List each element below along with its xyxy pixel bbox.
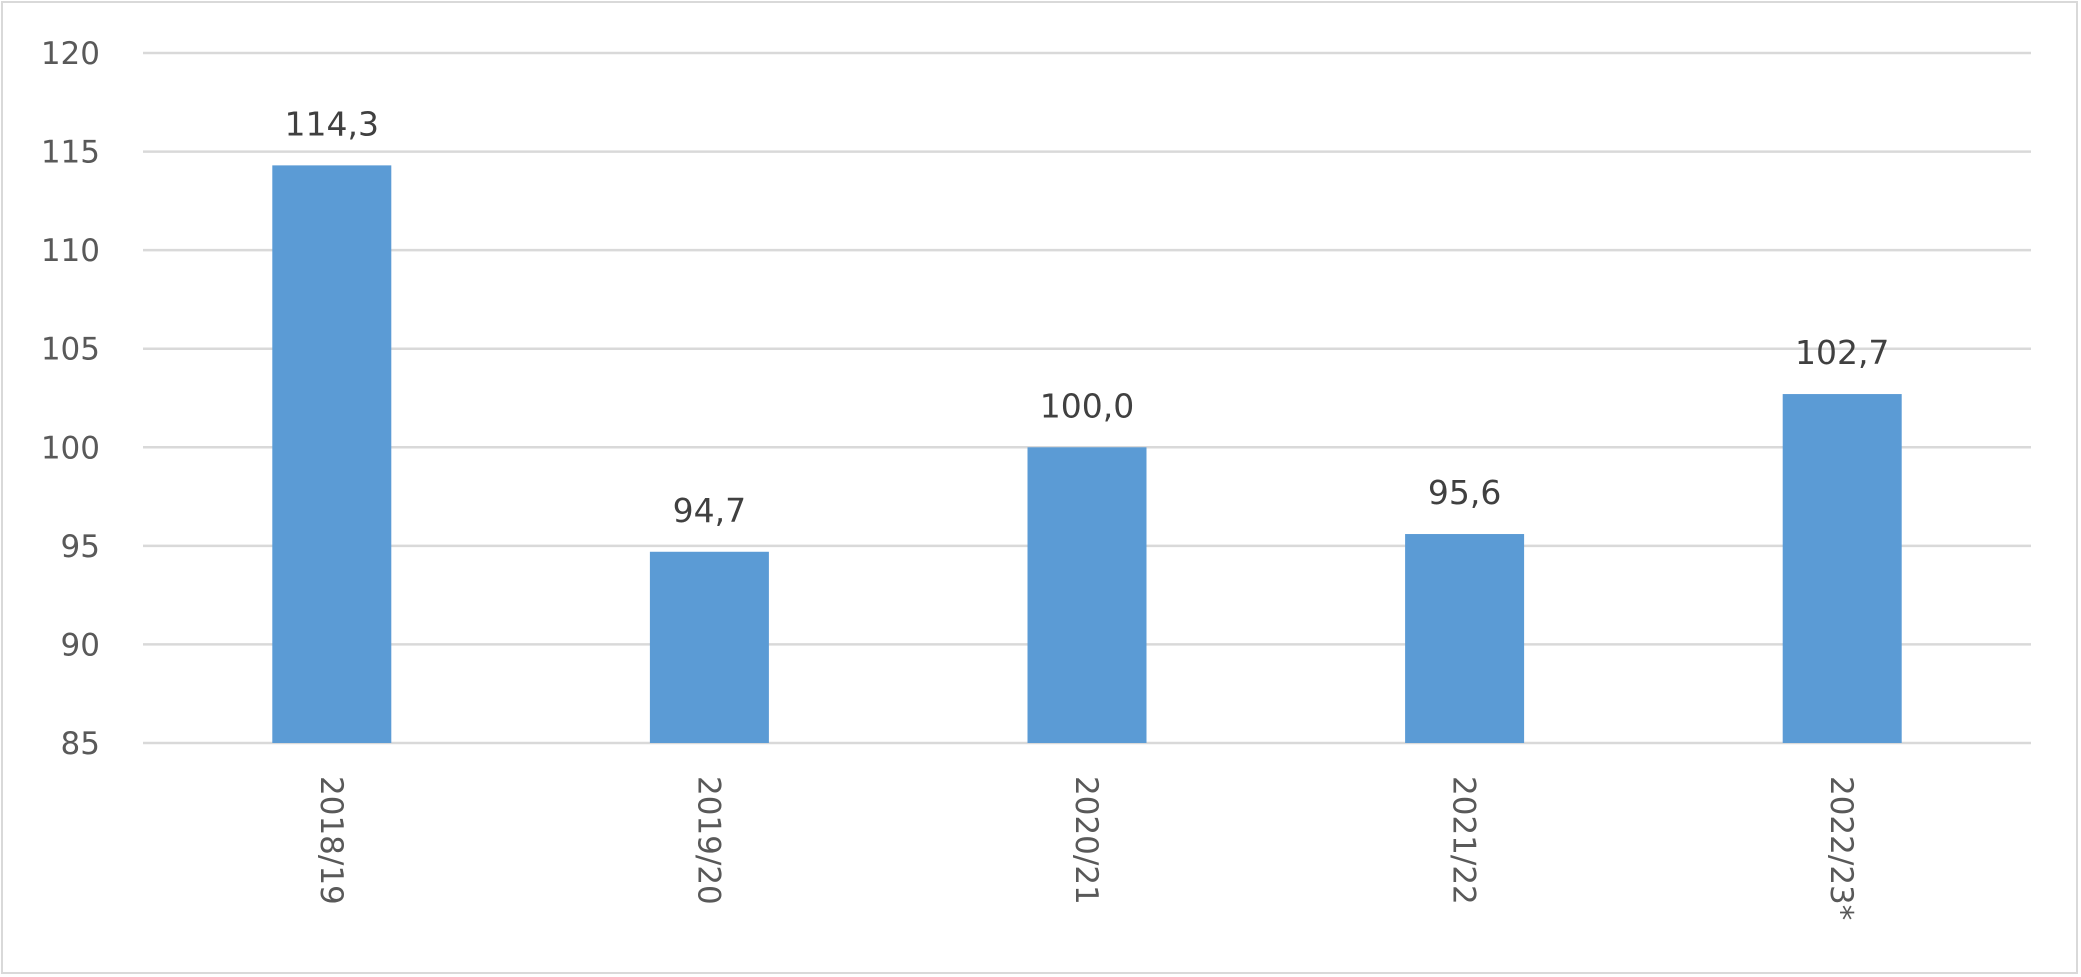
y-tick-label: 115 [41, 135, 100, 171]
y-tick-label: 100 [41, 430, 100, 466]
x-tick-label: 2021/22 [1446, 776, 1482, 905]
bar [1405, 534, 1525, 743]
y-tick-label: 95 [61, 529, 100, 565]
bar [649, 551, 769, 743]
data-label: 102,7 [1795, 333, 1889, 372]
data-label: 94,7 [673, 491, 746, 530]
x-tick-label: 2018/19 [313, 776, 349, 905]
y-tick-label: 85 [61, 726, 100, 762]
y-tick-label: 110 [41, 233, 100, 269]
bar [1027, 447, 1147, 743]
x-tick-label: 2020/21 [1068, 776, 1104, 905]
data-label: 95,6 [1428, 473, 1501, 512]
x-tick-label: 2022/23* [1823, 776, 1859, 920]
bar [1782, 394, 1902, 743]
x-tick-label: 2019/20 [690, 776, 726, 905]
y-tick-label: 105 [41, 332, 100, 368]
y-tick-label: 120 [41, 36, 100, 72]
data-label: 114,3 [285, 104, 379, 143]
data-label: 100,0 [1040, 386, 1134, 425]
y-tick-label: 90 [61, 627, 100, 663]
bar [272, 165, 392, 743]
